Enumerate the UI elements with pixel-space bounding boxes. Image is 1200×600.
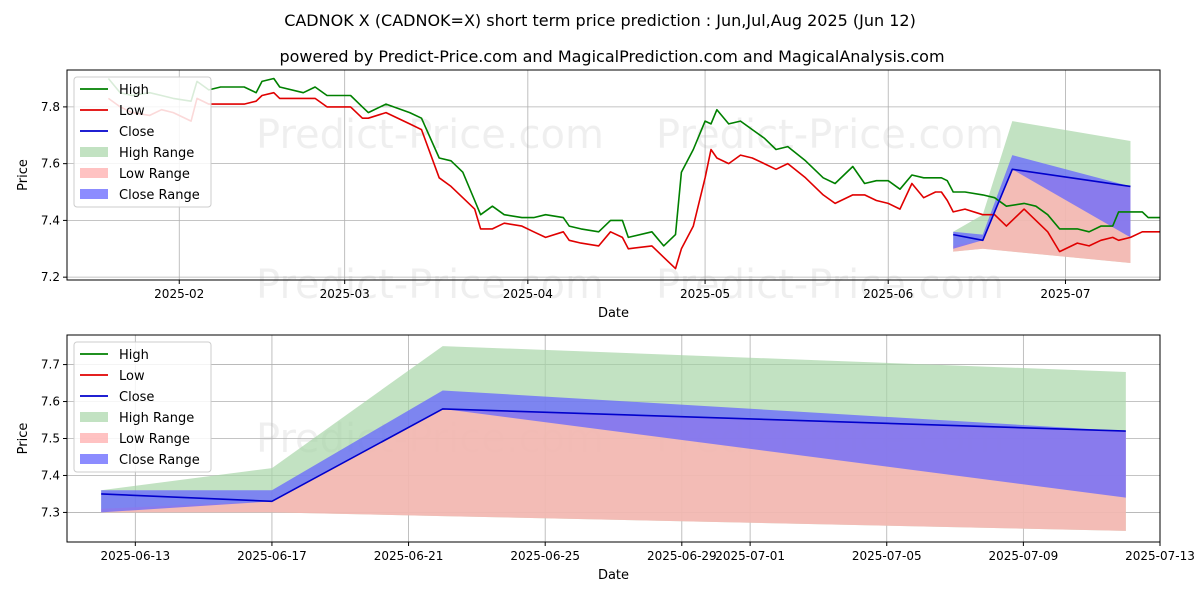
x-tick-label: 2025-07-09 <box>989 549 1059 563</box>
legend-entry-close: Close <box>119 390 154 405</box>
legend-entry-low: Low <box>119 369 145 384</box>
legend-entry-low-range: Low Range <box>119 167 190 182</box>
x-tick-label: 2025-06-13 <box>100 549 170 563</box>
x-tick-label: 2025-07-01 <box>715 549 785 563</box>
y-tick-label: 7.3 <box>41 505 60 519</box>
high-line <box>107 77 1160 247</box>
legend-swatch-high-range <box>80 147 108 157</box>
y-tick-label: 7.8 <box>41 100 60 114</box>
forecast-chart-panel: Predict-Price.comPredict-Price.com2025-0… <box>16 334 1195 583</box>
x-tick-label: 2025-04 <box>503 287 553 301</box>
x-tick-label: 2025-06-25 <box>510 549 580 563</box>
x-tick-label: 2025-07-05 <box>852 549 922 563</box>
legend-entry-high: High <box>119 83 149 98</box>
legend-entry-low-range: Low Range <box>119 432 190 447</box>
y-tick-label: 7.4 <box>41 213 60 227</box>
x-tick-label: 2025-06-29 <box>647 549 717 563</box>
legend-swatch-low-range <box>80 168 108 178</box>
x-tick-label: 2025-07 <box>1040 287 1090 301</box>
y-tick-label: 7.5 <box>41 432 60 446</box>
y-axis-label: Price <box>16 423 31 455</box>
x-axis-label: Date <box>598 306 629 321</box>
legend-entry-close-range: Close Range <box>119 453 200 468</box>
legend-entry-low: Low <box>119 104 145 119</box>
x-tick-label: 2025-06-17 <box>237 549 307 563</box>
x-axis-label: Date <box>598 568 629 583</box>
watermark-text: Predict-Price.com <box>256 262 604 308</box>
close-line <box>101 408 1126 503</box>
watermark-text: Predict-Price.com <box>656 262 1004 308</box>
chart-subtitle: powered by Predict-Price.com and Magical… <box>279 47 944 66</box>
legend: High Low Close High Range Low Range Close Ran… <box>73 76 212 208</box>
y-tick-label: 7.6 <box>41 157 60 171</box>
y-tick-label: 7.7 <box>41 358 60 372</box>
close-line <box>953 168 1131 242</box>
watermark-text: Predict-Price.com <box>656 112 1004 158</box>
x-tick-label: 2025-02 <box>154 287 204 301</box>
legend-entry-high-range: High Range <box>119 411 194 426</box>
legend-box <box>73 341 212 473</box>
legend-swatch-low-range <box>80 433 108 443</box>
legend-entry-close-range: Close Range <box>119 188 200 203</box>
legend-entry-high-range: High Range <box>119 146 194 161</box>
close-range-band <box>953 155 1131 249</box>
x-tick-label: 2025-03 <box>320 287 370 301</box>
legend-entry-close: Close <box>119 125 154 140</box>
historical-chart-panel: Predict-Price.com Predict-Price.com Predic… <box>16 69 1161 321</box>
x-tick-label: 2025-06-21 <box>374 549 444 563</box>
chart-title: CADNOK X (CADNOK=X) short term price pre… <box>284 11 916 30</box>
legend-entry-high: High <box>119 348 149 363</box>
y-tick-label: 7.6 <box>41 395 60 409</box>
legend-swatch-close-range <box>80 454 108 464</box>
watermark-text: Predict-Price.com <box>256 112 604 158</box>
y-axis-label: Price <box>16 159 31 191</box>
legend-swatch-close-range <box>80 189 108 199</box>
x-tick-label: 2025-05 <box>680 287 730 301</box>
y-tick-label: 7.4 <box>41 468 60 482</box>
x-tick-label: 2025-06 <box>863 287 913 301</box>
y-tick-label: 7.2 <box>41 270 60 284</box>
legend: High Low Close High Range Low Range Close Ran… <box>73 341 212 473</box>
legend-box <box>73 76 212 208</box>
x-tick-label: 2025-07-13 <box>1125 549 1195 563</box>
close-range-band <box>101 390 1126 513</box>
plot-frame <box>66 69 1161 281</box>
legend-swatch-high-range <box>80 412 108 422</box>
